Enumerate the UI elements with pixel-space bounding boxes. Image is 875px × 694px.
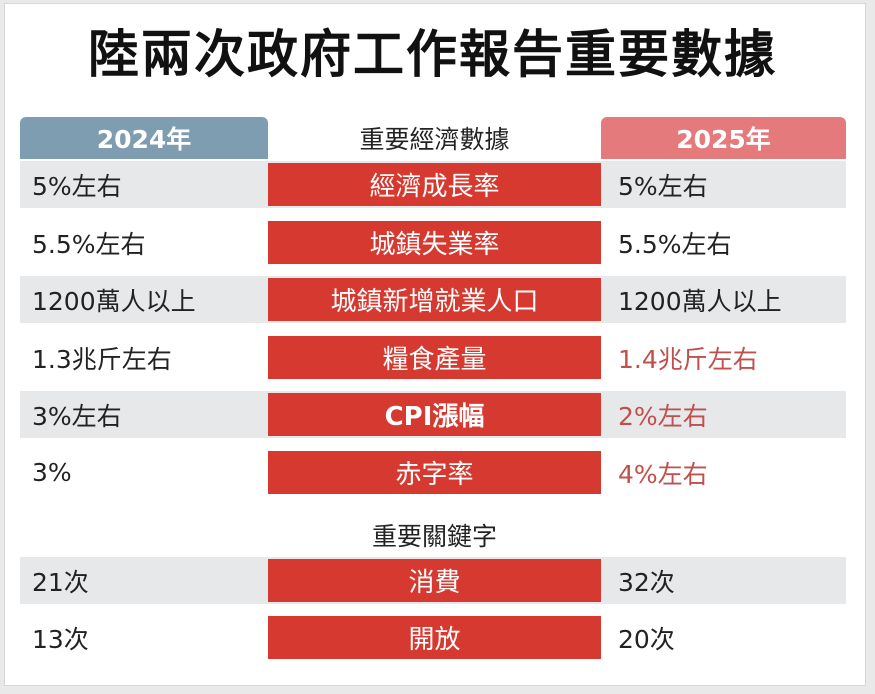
value-2025: 32次	[618, 567, 675, 597]
value-2025: 1200萬人以上	[618, 286, 782, 316]
value-2025: 5.5%左右	[618, 229, 732, 259]
table-row: 3%左右 CPI漲幅 2%左右	[20, 391, 846, 438]
value-2024: 1200萬人以上	[32, 286, 196, 316]
row-label: 經濟成長率	[268, 163, 601, 206]
value-2025: 4%左右	[618, 459, 708, 489]
row-label: 開放	[268, 616, 601, 659]
value-2025: 20次	[618, 624, 675, 654]
value-2024: 5.5%左右	[32, 229, 146, 259]
table-row: 1.3兆斤左右 糧食產量 1.4兆斤左右	[20, 334, 846, 381]
value-2024: 13次	[32, 624, 89, 654]
table-row: 13次 開放 20次	[20, 614, 846, 661]
value-2024: 21次	[32, 567, 89, 597]
row-label: 赤字率	[268, 451, 601, 494]
section-header-keywords: 重要關鍵字	[371, 522, 497, 551]
column-header-2025: 2025年	[601, 117, 846, 159]
row-label: CPI漲幅	[268, 393, 601, 436]
table-row: 5.5%左右 城鎮失業率 5.5%左右	[20, 219, 846, 266]
table-row: 21次 消費 32次	[20, 557, 846, 604]
value-2024: 3%左右	[32, 401, 122, 431]
value-2025: 2%左右	[618, 401, 708, 431]
column-header-2024: 2024年	[20, 117, 268, 159]
table-row: 3% 赤字率 4%左右	[20, 449, 846, 496]
value-2025: 5%左右	[618, 171, 708, 201]
value-2024: 3%	[32, 458, 72, 487]
table-row: 5%左右 經濟成長率 5%左右	[20, 161, 846, 208]
value-2024: 5%左右	[32, 171, 122, 201]
section-header-economic: 重要經濟數據	[359, 125, 510, 154]
value-2024: 1.3兆斤左右	[32, 344, 172, 374]
row-label: 城鎮新增就業人口	[268, 278, 601, 321]
table-row: 1200萬人以上 城鎮新增就業人口 1200萬人以上	[20, 276, 846, 323]
row-label: 城鎮失業率	[268, 221, 601, 264]
page-title: 陸兩次政府工作報告重要數據	[87, 26, 777, 85]
row-label: 消費	[268, 559, 601, 602]
row-label: 糧食產量	[268, 336, 601, 379]
value-2025: 1.4兆斤左右	[618, 344, 758, 374]
